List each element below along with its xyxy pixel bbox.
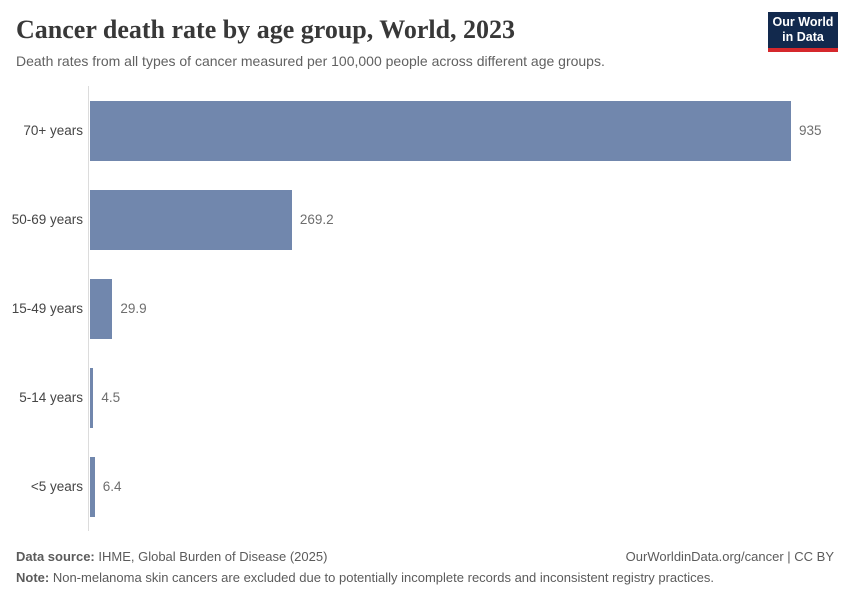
category-label: 70+ years [23,123,83,138]
bar[interactable] [90,278,113,339]
category-label: 50-69 years [11,212,83,227]
value-label: 4.5 [101,390,121,405]
plot-area: 935 269.2 29.9 4.5 6.4 [88,86,822,531]
chart-subtitle: Death rates from all types of cancer mea… [16,53,605,69]
category-label: <5 years [30,479,83,494]
data-source-text: Data source: IHME, Global Burden of Dise… [16,549,328,564]
owid-logo[interactable]: Our World in Data [768,12,838,52]
category-label: 5-14 years [19,390,83,405]
note-text: Note: Non-melanoma skin cancers are excl… [16,570,714,585]
owid-logo-line2: in Data [782,30,824,44]
chart-title: Cancer death rate by age group, World, 2… [16,15,516,44]
bar[interactable] [90,456,95,517]
note-label: Note: [16,570,50,585]
y-axis-labels: 70+ years 50-69 years 15-49 years 5-14 year… [0,86,83,531]
value-label: 269.2 [299,212,334,227]
data-source-label: Data source: [16,549,95,564]
value-label: 29.9 [120,301,147,316]
value-label: 6.4 [102,479,122,494]
category-label: 15-49 years [11,301,83,316]
footer-link[interactable]: OurWorldinData.org/cancer | CC BY [625,549,834,564]
owid-logo-line1: Our World [772,15,834,29]
bar[interactable] [90,189,292,250]
value-label: 935 [799,123,822,138]
bar[interactable] [90,367,94,428]
bar[interactable] [90,100,791,161]
chart-footer: Data source: IHME, Global Burden of Dise… [16,546,834,588]
